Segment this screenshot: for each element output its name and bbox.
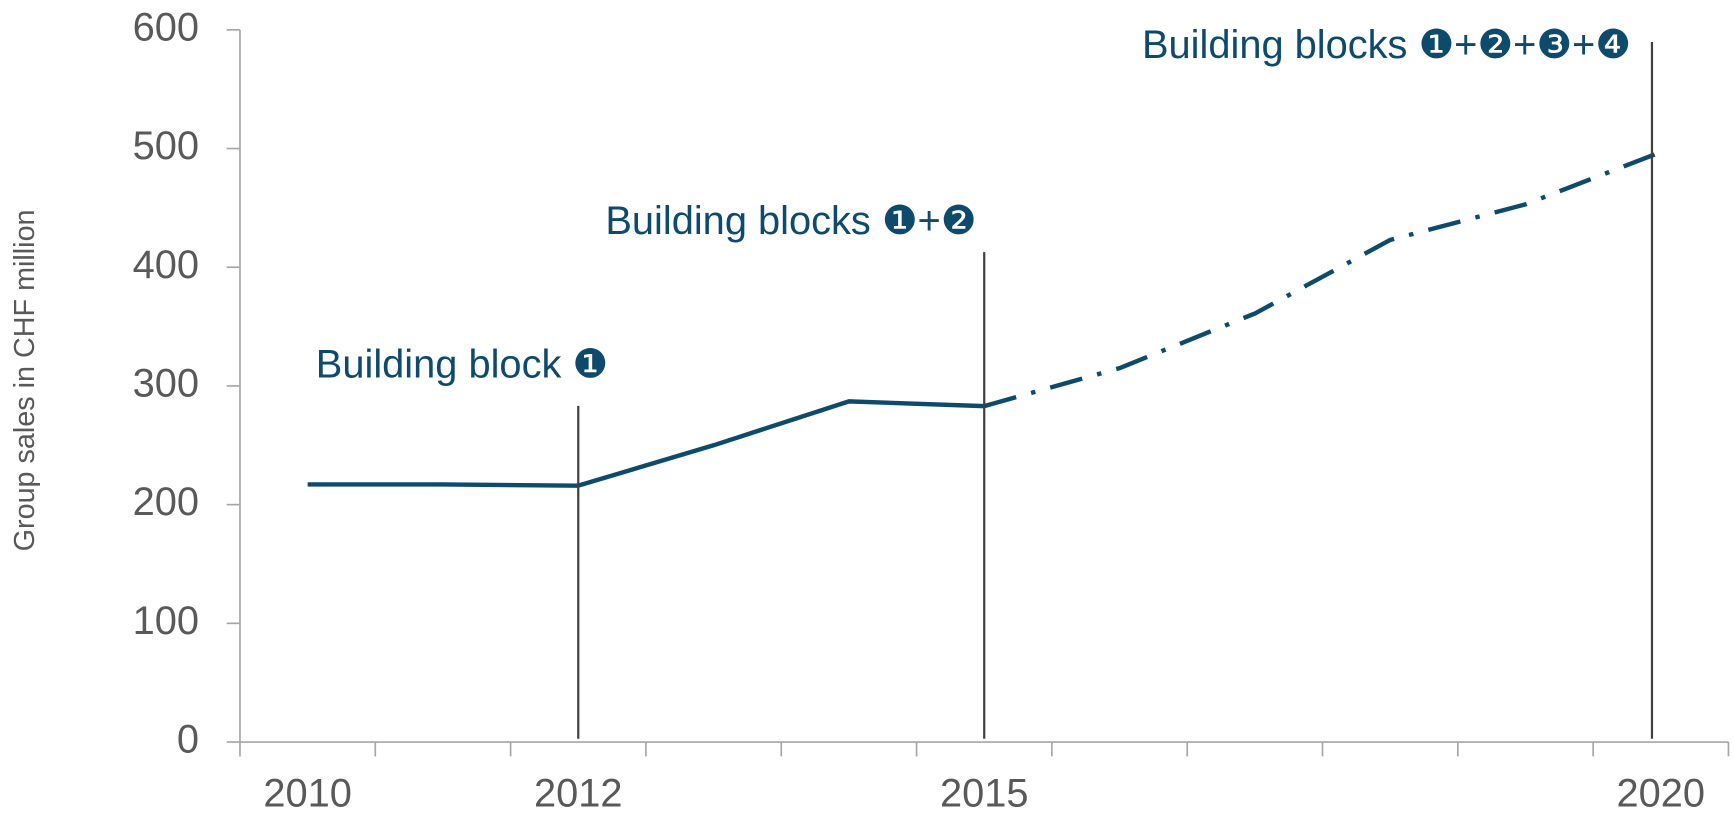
y-tick-label: 0 xyxy=(177,718,199,762)
annotation: Building blocks ❶+❷+❸+❹ xyxy=(1142,23,1631,67)
y-tick-label: 100 xyxy=(133,599,199,643)
annotation: Building blocks ❶+❷ xyxy=(605,199,976,243)
x-tick-label: 2010 xyxy=(263,772,352,816)
y-tick-label: 200 xyxy=(133,480,199,524)
series-line xyxy=(307,399,985,488)
y-axis-label: Group sales in CHF million xyxy=(9,209,41,551)
x-tick-label: 2015 xyxy=(940,772,1029,816)
x-tick-label: 2012 xyxy=(534,772,623,816)
y-tick-label: 500 xyxy=(133,124,199,168)
y-tick-label: 600 xyxy=(133,5,199,49)
y-tick-label: 400 xyxy=(133,243,199,287)
y-tick-label: 300 xyxy=(133,361,199,405)
series-line xyxy=(983,150,1662,409)
x-tick-label: 2020 xyxy=(1617,772,1706,816)
annotation: Building block ❶ xyxy=(316,343,608,387)
